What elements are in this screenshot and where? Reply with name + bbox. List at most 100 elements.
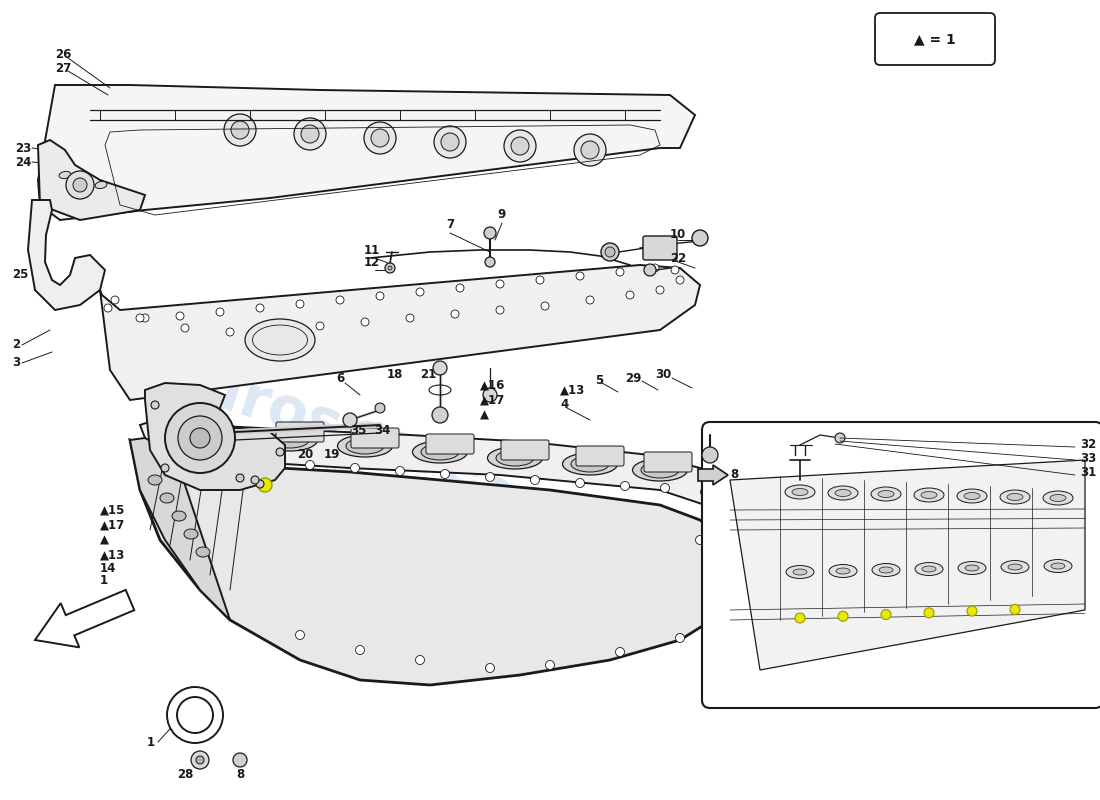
Circle shape	[644, 264, 656, 276]
Circle shape	[676, 276, 684, 284]
Circle shape	[656, 286, 664, 294]
Text: 18: 18	[387, 369, 404, 382]
Ellipse shape	[958, 562, 986, 574]
Circle shape	[616, 268, 624, 276]
Text: ▲13: ▲13	[560, 383, 585, 397]
Text: 19: 19	[323, 449, 340, 462]
Text: 23: 23	[15, 142, 31, 154]
Circle shape	[574, 134, 606, 166]
Ellipse shape	[77, 176, 89, 184]
Circle shape	[838, 611, 848, 622]
Text: 22: 22	[670, 251, 686, 265]
Polygon shape	[100, 265, 700, 400]
Text: 20: 20	[297, 449, 313, 462]
FancyBboxPatch shape	[351, 428, 399, 448]
Circle shape	[576, 272, 584, 280]
FancyBboxPatch shape	[644, 236, 676, 260]
Text: 7: 7	[446, 218, 454, 231]
Circle shape	[440, 470, 450, 478]
Circle shape	[536, 276, 544, 284]
Circle shape	[177, 697, 213, 733]
Text: a passion for parts since 1984: a passion for parts since 1984	[187, 412, 493, 528]
Circle shape	[512, 137, 529, 155]
Circle shape	[141, 314, 149, 322]
Circle shape	[66, 171, 94, 199]
Circle shape	[224, 114, 256, 146]
Circle shape	[715, 526, 725, 534]
Text: 2: 2	[12, 338, 20, 351]
Circle shape	[496, 306, 504, 314]
Text: ▲: ▲	[480, 409, 490, 422]
Ellipse shape	[922, 566, 936, 572]
Text: 35: 35	[350, 423, 366, 437]
Ellipse shape	[571, 456, 609, 472]
Text: 28: 28	[177, 769, 194, 782]
Circle shape	[601, 243, 619, 261]
Ellipse shape	[786, 566, 814, 578]
Ellipse shape	[1008, 564, 1022, 570]
Circle shape	[296, 630, 305, 639]
Ellipse shape	[871, 487, 901, 501]
Ellipse shape	[59, 171, 70, 178]
Text: 34: 34	[374, 423, 390, 437]
Circle shape	[620, 482, 629, 490]
Text: 9: 9	[498, 209, 506, 222]
Circle shape	[271, 326, 279, 334]
Ellipse shape	[957, 489, 987, 503]
Circle shape	[616, 647, 625, 657]
Ellipse shape	[836, 568, 850, 574]
Ellipse shape	[1001, 561, 1028, 574]
Ellipse shape	[271, 432, 309, 448]
FancyBboxPatch shape	[576, 446, 624, 466]
Circle shape	[396, 466, 405, 475]
Ellipse shape	[1006, 494, 1023, 501]
Polygon shape	[140, 420, 738, 510]
Circle shape	[182, 324, 189, 332]
Circle shape	[343, 413, 358, 427]
Circle shape	[256, 304, 264, 312]
FancyBboxPatch shape	[874, 13, 996, 65]
Ellipse shape	[1043, 491, 1072, 505]
Circle shape	[165, 403, 235, 473]
Circle shape	[485, 257, 495, 267]
Ellipse shape	[965, 565, 979, 571]
Circle shape	[416, 655, 425, 665]
Ellipse shape	[172, 511, 186, 521]
FancyArrow shape	[698, 465, 728, 485]
Circle shape	[702, 447, 718, 463]
Text: 14: 14	[100, 562, 117, 574]
Circle shape	[675, 634, 684, 642]
Circle shape	[726, 498, 735, 506]
Text: eurospares: eurospares	[156, 346, 525, 514]
Circle shape	[364, 122, 396, 154]
Circle shape	[296, 300, 304, 308]
Circle shape	[485, 473, 495, 482]
Circle shape	[176, 312, 184, 320]
Text: 3: 3	[12, 357, 20, 370]
Text: 31: 31	[1080, 466, 1097, 479]
Circle shape	[541, 302, 549, 310]
Circle shape	[530, 475, 539, 485]
Ellipse shape	[921, 491, 937, 498]
Text: ▲13: ▲13	[100, 549, 125, 562]
Circle shape	[692, 230, 708, 246]
Circle shape	[111, 296, 119, 304]
Circle shape	[361, 318, 368, 326]
Circle shape	[276, 448, 284, 456]
Text: 27: 27	[55, 62, 72, 74]
Ellipse shape	[792, 489, 808, 495]
FancyBboxPatch shape	[500, 440, 549, 460]
Ellipse shape	[878, 490, 894, 498]
Ellipse shape	[263, 429, 318, 451]
Ellipse shape	[487, 447, 542, 469]
Text: 8: 8	[235, 769, 244, 782]
FancyBboxPatch shape	[702, 422, 1100, 708]
Circle shape	[375, 403, 385, 413]
Circle shape	[351, 463, 360, 473]
Circle shape	[451, 310, 459, 318]
Circle shape	[170, 447, 179, 457]
Circle shape	[385, 263, 395, 273]
Circle shape	[485, 663, 495, 673]
Circle shape	[727, 514, 737, 522]
Text: 6: 6	[336, 371, 344, 385]
